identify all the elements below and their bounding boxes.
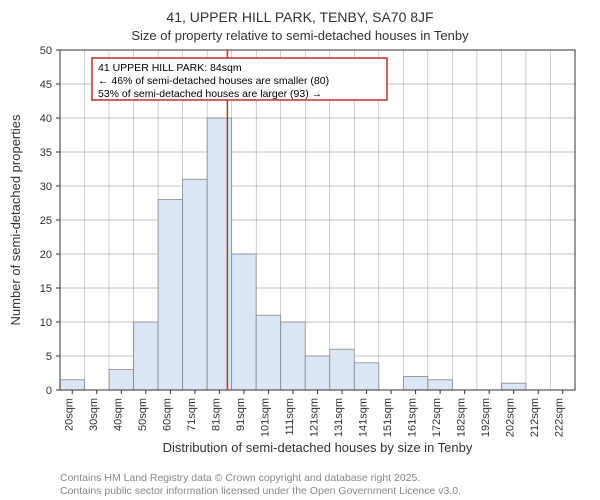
xtick-label: 81sqm (210, 398, 222, 431)
histogram-bar (60, 380, 85, 390)
xtick-label: 20sqm (63, 398, 75, 431)
ytick-label: 35 (40, 147, 52, 159)
ytick-label: 20 (40, 249, 52, 261)
histogram-bar (256, 315, 281, 390)
xtick-label: 161sqm (407, 398, 419, 437)
xtick-label: 131sqm (333, 398, 345, 437)
histogram-bar (501, 383, 526, 390)
xtick-label: 151sqm (382, 398, 394, 437)
x-axis-label: Distribution of semi-detached houses by … (163, 440, 473, 455)
histogram-bar (232, 254, 257, 390)
histogram-bar (403, 376, 428, 390)
callout-line-2: ← 46% of semi-detached houses are smalle… (98, 75, 329, 87)
xtick-label: 192sqm (480, 398, 492, 437)
ytick-label: 25 (40, 215, 52, 227)
histogram-bar (305, 356, 330, 390)
xtick-label: 141sqm (358, 398, 370, 437)
ytick-label: 10 (40, 317, 52, 329)
callout-line-3: 53% of semi-detached houses are larger (… (98, 88, 322, 100)
histogram-bar (354, 363, 379, 390)
callout-line-1: 41 UPPER HILL PARK: 84sqm (98, 62, 242, 74)
xtick-label: 212sqm (529, 398, 541, 437)
xtick-label: 222sqm (554, 398, 566, 437)
ytick-label: 45 (40, 79, 52, 91)
xtick-label: 50sqm (137, 398, 149, 431)
footer-line-2: Contains public sector information licen… (60, 485, 461, 497)
chart-title: 41, UPPER HILL PARK, TENBY, SA70 8JF (166, 9, 433, 25)
xtick-label: 91sqm (235, 398, 247, 431)
chart-svg: 41, UPPER HILL PARK, TENBY, SA70 8JF Size… (0, 0, 600, 500)
xtick-label: 101sqm (259, 398, 271, 437)
ytick-label: 40 (40, 113, 52, 125)
xtick-label: 71sqm (186, 398, 198, 431)
xtick-label: 60sqm (161, 398, 173, 431)
histogram-bar (281, 322, 306, 390)
ytick-label: 50 (40, 45, 52, 57)
xtick-label: 182sqm (456, 398, 468, 437)
chart-container: 41, UPPER HILL PARK, TENBY, SA70 8JF Size… (0, 0, 600, 500)
histogram-bar (183, 179, 208, 390)
xtick-label: 111sqm (284, 398, 296, 436)
histogram-bar (109, 370, 134, 390)
ytick-label: 5 (46, 351, 52, 363)
histogram-bar (134, 322, 159, 390)
footer-line-1: Contains HM Land Registry data © Crown c… (60, 472, 420, 484)
ytick-label: 15 (40, 283, 52, 295)
histogram-bar (158, 200, 183, 390)
xtick-label: 121sqm (309, 398, 321, 437)
xtick-label: 202sqm (505, 398, 517, 437)
ytick-label: 30 (40, 181, 52, 193)
xtick-label: 30sqm (88, 398, 100, 431)
chart-subtitle: Size of property relative to semi-detach… (131, 28, 469, 43)
y-axis-label: Number of semi-detached properties (8, 114, 23, 325)
xtick-label: 172sqm (431, 398, 443, 437)
histogram-bar (330, 349, 355, 390)
ytick-label: 0 (46, 385, 52, 397)
histogram-bar (428, 380, 453, 390)
xtick-label: 40sqm (112, 398, 124, 431)
